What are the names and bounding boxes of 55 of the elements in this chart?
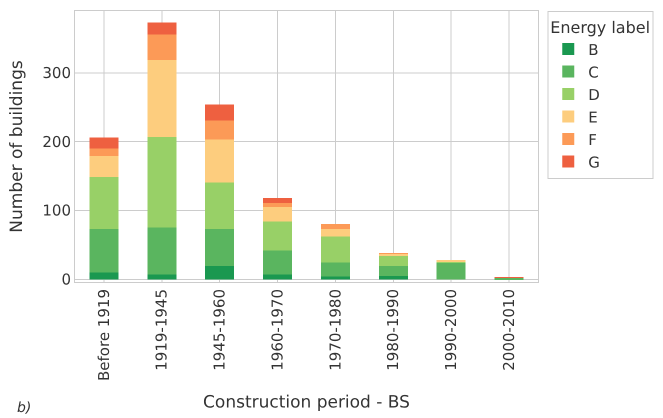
- x-tick-label: 1945-1960: [210, 289, 229, 371]
- x-tick-label: 1970-1980: [326, 289, 344, 371]
- bar: [89, 272, 118, 280]
- bar: [147, 228, 176, 274]
- legend-label: F: [588, 130, 597, 149]
- bar: [205, 182, 234, 230]
- legend-label: G: [588, 153, 600, 172]
- bar: [320, 224, 350, 230]
- bar: [378, 276, 408, 280]
- text: b): [17, 400, 32, 416]
- bar: [205, 104, 234, 120]
- bar: [89, 176, 118, 230]
- bar: [263, 274, 292, 280]
- x-tick-label: 1990-2000: [442, 289, 460, 371]
- bar: [320, 236, 350, 263]
- bar: [320, 262, 350, 276]
- bar: [147, 34, 176, 60]
- x-tick-label: 1919-1945: [152, 289, 171, 371]
- bar: [263, 221, 292, 250]
- bar: [436, 262, 466, 280]
- y-tick-label: 300: [42, 64, 71, 82]
- bar: [205, 120, 234, 140]
- y-tick-label: 0: [61, 270, 71, 288]
- bar: [205, 229, 234, 266]
- bar: [147, 60, 176, 137]
- bar: [89, 229, 118, 272]
- bar: [147, 274, 176, 280]
- y-axis-title: Number of buildings: [6, 60, 27, 233]
- y-tick-label: 200: [42, 132, 71, 151]
- bar: [263, 207, 292, 222]
- x-tick-label: 1980-1990: [384, 289, 402, 371]
- x-tick-label: Before 1919: [94, 289, 113, 381]
- y-tick-label: 100: [42, 202, 71, 220]
- bar: [263, 198, 292, 203]
- legend-title: Energy label: [550, 18, 650, 37]
- bar: [147, 136, 176, 228]
- bar: [263, 202, 292, 208]
- x-tick-label: 1960-1970: [268, 289, 286, 371]
- bar: [205, 140, 234, 182]
- x-tick-label: 2000-2010: [500, 289, 518, 371]
- bar: [378, 266, 408, 276]
- bar: [378, 256, 408, 266]
- legend-label: C: [588, 63, 599, 82]
- bar: [263, 250, 292, 274]
- legend-label: D: [588, 86, 600, 104]
- bar: [89, 148, 118, 156]
- bar: [205, 266, 234, 280]
- bar: [147, 22, 176, 34]
- legend-label: E: [588, 108, 598, 126]
- bar: [89, 156, 118, 177]
- bar: [89, 138, 118, 149]
- legend-label: B: [588, 40, 599, 59]
- x-axis-title: Construction period - BS: [203, 392, 410, 412]
- bar: [320, 276, 350, 280]
- bar: [320, 229, 350, 237]
